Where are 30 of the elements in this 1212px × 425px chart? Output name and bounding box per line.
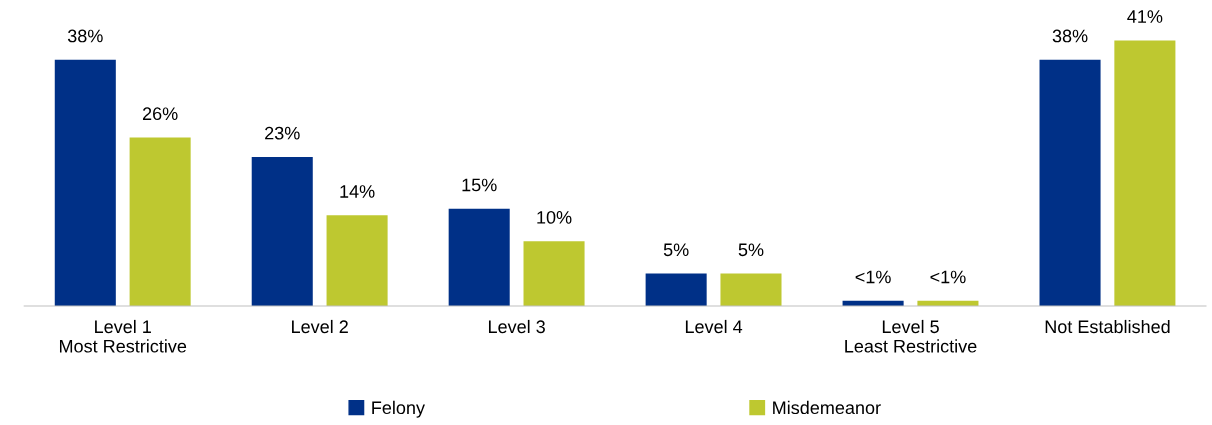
bar (251, 156, 313, 306)
bar (54, 59, 116, 306)
x-tick-label: Not Established (1045, 319, 1170, 334)
x-tick-label: Level 1 Most Restrictive (59, 319, 187, 353)
legend-label: Misdemeanor (773, 400, 881, 415)
bar (1039, 59, 1101, 306)
x-tick-label: Level 4 (685, 319, 743, 334)
bar (129, 137, 191, 306)
legend-label: Felony (372, 400, 425, 418)
bar (645, 273, 707, 306)
data-label: 15% (462, 178, 497, 192)
bar (1114, 40, 1176, 306)
data-label: 38% (1052, 29, 1088, 43)
data-label: 5% (663, 243, 689, 257)
bar (720, 273, 782, 306)
data-label: 26% (142, 107, 178, 121)
data-label: 23% (265, 126, 300, 140)
data-label: 10% (537, 210, 572, 224)
data-label: 5% (738, 243, 764, 257)
data-label: <1% (855, 270, 891, 284)
bar (326, 215, 388, 306)
x-tick-label: Level 2 (292, 319, 348, 334)
data-label: <1% (930, 270, 966, 284)
bar (523, 241, 585, 306)
data-label: 38% (67, 29, 103, 43)
data-label: 41% (1127, 10, 1163, 23)
x-tick-label: Level 3 (488, 319, 545, 334)
bar (448, 208, 510, 306)
x-tick-label: Level 5 Least Restrictive (845, 319, 977, 353)
data-label: 14% (340, 185, 375, 198)
